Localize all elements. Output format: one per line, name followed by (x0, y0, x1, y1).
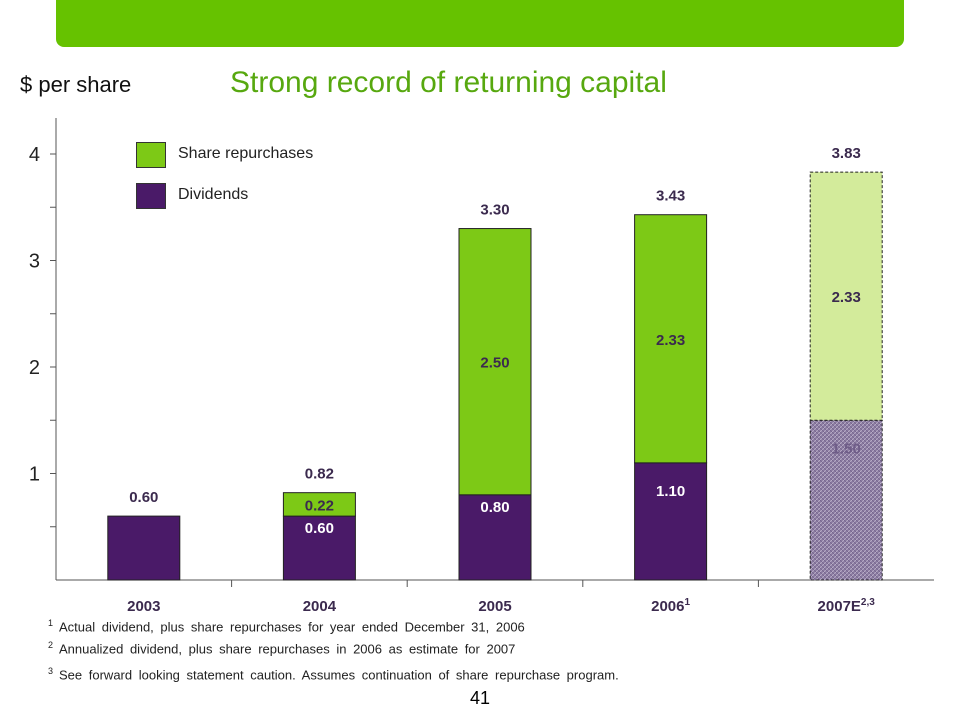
footnote-text: See forward looking statement caution. A… (59, 667, 619, 683)
footnote-1: 1 Actual dividend, plus share repurchases… (48, 618, 525, 634)
footnote-text: Actual dividend, plus share repurchases … (59, 619, 525, 635)
legend-label: Dividends (178, 186, 249, 203)
bar-dividends (282, 515, 356, 581)
header-bar (56, 0, 904, 47)
y-tick-label: 3 (29, 251, 40, 273)
legend-swatch-share-repurchases (136, 142, 166, 168)
y-axis-unit-label: $ per share (20, 72, 132, 97)
x-tick-label: 2003 (127, 598, 160, 615)
bar-dividends (634, 462, 708, 581)
footnote-text: Annualized dividend, plus share repurcha… (59, 641, 516, 657)
footnote-mark: 2 (48, 640, 54, 650)
data-label-total: 0.82 (305, 466, 334, 483)
data-label-dividends: 0.60 (305, 520, 334, 537)
data-label-total: 0.60 (129, 489, 158, 506)
bar-share-repurchases (809, 171, 883, 421)
y-tick-label: 2 (29, 357, 40, 379)
y-tick-label: 1 (29, 464, 40, 486)
bar-share-repurchases (282, 492, 356, 517)
legend-swatch-dividends (136, 183, 166, 209)
x-tick-label: 2005 (478, 598, 511, 615)
data-label-share-repurchases: 2.33 (832, 289, 861, 306)
bar-dividends (107, 515, 181, 581)
data-label-share-repurchases: 2.50 (480, 355, 509, 372)
x-tick-label: 2007E2,3 (818, 597, 876, 615)
footnote-2: 2 Annualized dividend, plus share repurch… (48, 640, 515, 656)
x-tick-label: 20061 (651, 597, 690, 615)
footnote-mark: 1 (48, 618, 54, 628)
data-label-total: 3.83 (832, 145, 861, 162)
footnote-mark: 3 (48, 666, 54, 676)
data-label-total: 3.43 (656, 188, 685, 205)
data-label-share-repurchases: 0.22 (305, 497, 334, 514)
x-tick-label: 2004 (303, 598, 337, 615)
footnote-3: 3 See forward looking statement caution. … (48, 666, 619, 682)
bar-share-repurchases (458, 228, 532, 496)
data-label-dividends: 0.80 (480, 499, 509, 516)
data-label-share-repurchases: 2.33 (656, 332, 685, 349)
bar-share-repurchases (634, 214, 708, 464)
page-number: 41 (469, 688, 491, 708)
page-title: Strong record of returning capital (230, 66, 667, 99)
legend-label: Share repurchases (178, 145, 314, 162)
data-label-dividends: 1.50 (832, 440, 861, 457)
data-label-dividends: 1.10 (656, 483, 685, 500)
data-label-total: 3.30 (480, 202, 509, 219)
bar-dividends (458, 494, 532, 581)
y-tick-label: 4 (29, 144, 40, 166)
